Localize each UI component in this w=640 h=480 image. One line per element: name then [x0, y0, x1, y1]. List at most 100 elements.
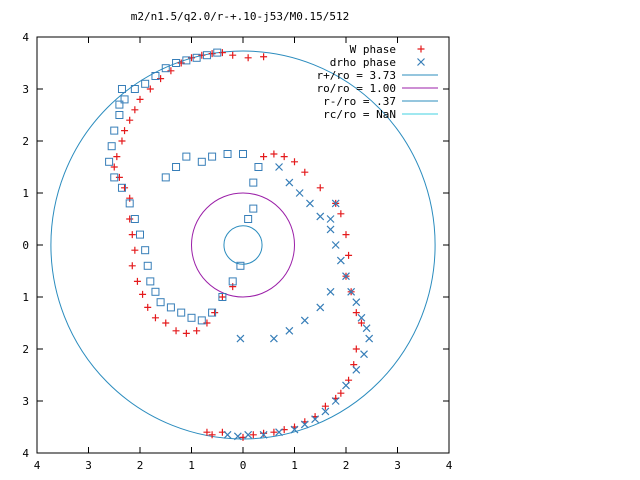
- drho-phase-square-point: [192, 53, 201, 62]
- y-tick-label: 4: [22, 31, 29, 44]
- w-phase-point: [249, 431, 257, 439]
- drho-phase-square-point: [197, 316, 206, 325]
- drho-phase-square-point: [187, 313, 196, 322]
- drho-phase-square-point: [218, 293, 227, 301]
- w-phase-point: [260, 429, 268, 437]
- w-phase-point: [121, 127, 129, 135]
- legend-label: rc/ro = NaN: [323, 108, 396, 121]
- drho-phase-point: [233, 432, 242, 441]
- x-tick-label: 3: [394, 459, 401, 472]
- w-phase-point: [126, 194, 134, 202]
- drho-phase-square-point: [166, 303, 175, 312]
- x-tick-label: 0: [240, 459, 247, 472]
- y-tick-label: 2: [22, 343, 29, 356]
- drho-phase-square-point: [105, 157, 114, 166]
- w-phase-point: [115, 173, 123, 181]
- w-phase-point: [177, 59, 185, 67]
- drho-phase-square-point: [223, 150, 232, 158]
- legend-label: r-/ro = .37: [323, 95, 396, 108]
- drho-phase-square-point: [107, 142, 116, 151]
- w-phase-point: [167, 67, 175, 75]
- drho-phase-square-point: [172, 163, 181, 171]
- w-phase-point: [218, 293, 226, 301]
- drho-phase-square-point: [197, 157, 206, 166]
- drho-phase-square-point: [182, 56, 191, 65]
- drho-phase-point: [336, 256, 345, 265]
- w-phase-point: [131, 106, 139, 114]
- drho-phase-square-point: [151, 287, 160, 296]
- w-phase-point: [345, 251, 353, 259]
- drho-phase-point: [417, 58, 425, 66]
- w-phase-point: [146, 85, 154, 93]
- w-phase-point: [260, 153, 268, 161]
- y-tick-label: 3: [22, 83, 29, 96]
- w-phase-point: [244, 54, 252, 62]
- drho-phase-point: [316, 303, 325, 312]
- w-phase-point: [203, 428, 211, 436]
- radius-circle-ro-ro: [191, 192, 295, 298]
- w-phase-point: [280, 153, 288, 161]
- w-phase-point: [229, 51, 237, 59]
- drho-phase-square-point: [136, 230, 144, 239]
- drho-phase-square-point: [172, 59, 181, 67]
- x-tick-group: 4 3 2 1 0 1 2 3 4: [34, 37, 453, 472]
- drho-phase-point: [347, 287, 356, 296]
- drho-phase-point: [326, 215, 335, 223]
- w-phase-point: [144, 303, 152, 311]
- x-tick-label: 1: [188, 459, 195, 472]
- drho-phase-point: [352, 365, 361, 374]
- drho-phase-square-point: [110, 173, 119, 182]
- w-phase-point: [203, 319, 211, 327]
- w-phase-point: [218, 49, 226, 57]
- w-phase-point: [316, 184, 324, 192]
- w-phase-point: [352, 345, 360, 353]
- drho-phase-square-point: [249, 204, 258, 213]
- chart-title: m2/n1.5/q2.0/r-+.10-j53/M0.15/512: [131, 10, 350, 23]
- w-phase-point: [270, 428, 278, 436]
- drho-phase-point: [223, 430, 232, 439]
- drho-phase-point: [275, 163, 283, 171]
- w-phase-point: [131, 246, 139, 254]
- drho-phase-square-point: [141, 79, 150, 88]
- drho-phase-square-point: [161, 64, 170, 73]
- drho-phase-point: [360, 350, 368, 359]
- w-phase-point: [113, 153, 121, 161]
- drho-phase-point: [236, 334, 245, 343]
- w-phase-point: [291, 158, 298, 166]
- w-phase-point: [126, 116, 134, 124]
- drho-phase-square-point: [208, 152, 217, 161]
- w-phase-point: [128, 231, 136, 239]
- drho-phase-point: [290, 425, 299, 434]
- drho-phase-square-point: [120, 95, 129, 104]
- w-phase-point: [110, 163, 118, 171]
- w-phase-point: [188, 54, 195, 62]
- drho-phase-square-point: [117, 183, 126, 192]
- drho-phase-point: [285, 326, 294, 335]
- drho-phase-point: [321, 407, 330, 416]
- w-phase-point: [321, 402, 329, 410]
- legend-label: r+/ro = 3.73: [317, 69, 396, 82]
- drho-phase-square-point: [130, 215, 139, 223]
- w-phase-point: [121, 184, 129, 192]
- drho-phase-point: [295, 189, 304, 197]
- drho-phase-square-point: [177, 308, 186, 317]
- drho-phase-point: [331, 241, 340, 249]
- drho-phase-square-point: [115, 111, 124, 119]
- drho-phase-point: [259, 430, 268, 439]
- drho-phase-square-point: [236, 261, 245, 270]
- y-tick-label: 1: [22, 291, 29, 304]
- x-tick-label: 3: [85, 459, 92, 472]
- drho-phase-point: [357, 313, 366, 322]
- w-phase-point: [301, 168, 309, 176]
- w-phase-point: [357, 319, 365, 327]
- drho-phase-point: [331, 397, 340, 405]
- x-tick-label: 4: [34, 459, 41, 472]
- drho-phase-square-point: [115, 100, 124, 109]
- w-phase-point: [208, 50, 216, 58]
- w-phase-point: [157, 75, 165, 83]
- w-phase-point: [270, 150, 278, 158]
- w-phase-point: [417, 45, 425, 53]
- w-phase-point: [133, 277, 141, 285]
- w-phase-point: [198, 51, 206, 59]
